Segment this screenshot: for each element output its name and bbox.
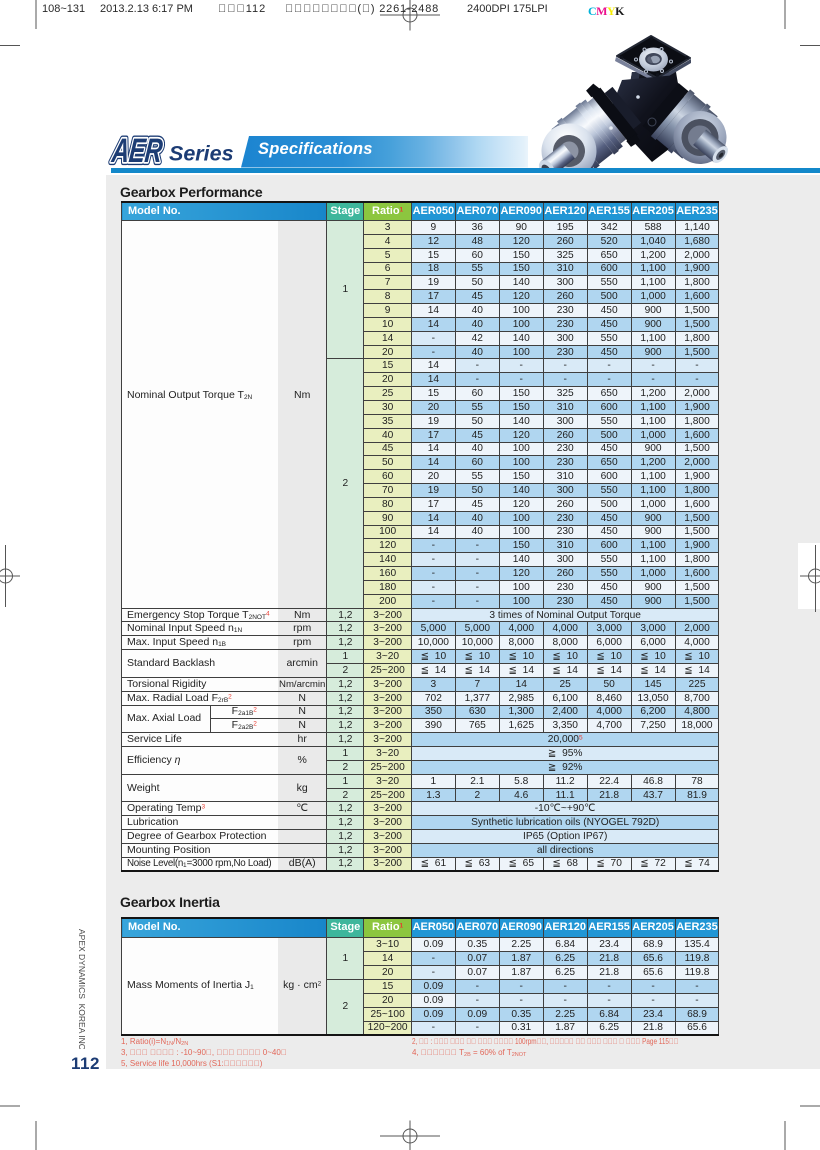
svg-text:Series: Series <box>169 142 234 166</box>
svg-text:AER: AER <box>109 132 164 170</box>
svg-text:AER: AER <box>109 132 164 170</box>
svg-text:AER: AER <box>109 132 164 170</box>
